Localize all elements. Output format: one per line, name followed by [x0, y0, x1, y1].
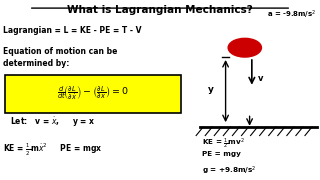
- Text: g = +9.8m/s$^2$: g = +9.8m/s$^2$: [202, 165, 256, 177]
- Text: KE = $\frac{1}{2}$mv$^2$: KE = $\frac{1}{2}$mv$^2$: [202, 137, 244, 151]
- Circle shape: [228, 38, 261, 57]
- Text: PE = mgy: PE = mgy: [202, 151, 240, 157]
- Text: $\frac{d}{dt}\!\left(\frac{\partial L}{\partial \dot{x}}\right) - \left(\frac{\p: $\frac{d}{dt}\!\left(\frac{\partial L}{\…: [57, 85, 129, 102]
- Text: Let:   v = $\dot{x}$,     y = x: Let: v = $\dot{x}$, y = x: [10, 115, 95, 129]
- Text: v: v: [258, 74, 264, 83]
- Text: y: y: [208, 85, 213, 94]
- Text: KE = $\frac{1}{2}$m$\dot{x}^2$     PE = mgx: KE = $\frac{1}{2}$m$\dot{x}^2$ PE = mgx: [3, 142, 102, 158]
- Text: Lagrangian = L = KE - PE = T - V: Lagrangian = L = KE - PE = T - V: [3, 26, 142, 35]
- Text: What is Lagrangian Mechanics?: What is Lagrangian Mechanics?: [67, 5, 253, 15]
- Text: Equation of motion can be
determined by:: Equation of motion can be determined by:: [3, 47, 117, 68]
- FancyBboxPatch shape: [5, 75, 181, 113]
- Text: a = -9.8m/s$^2$: a = -9.8m/s$^2$: [268, 9, 317, 21]
